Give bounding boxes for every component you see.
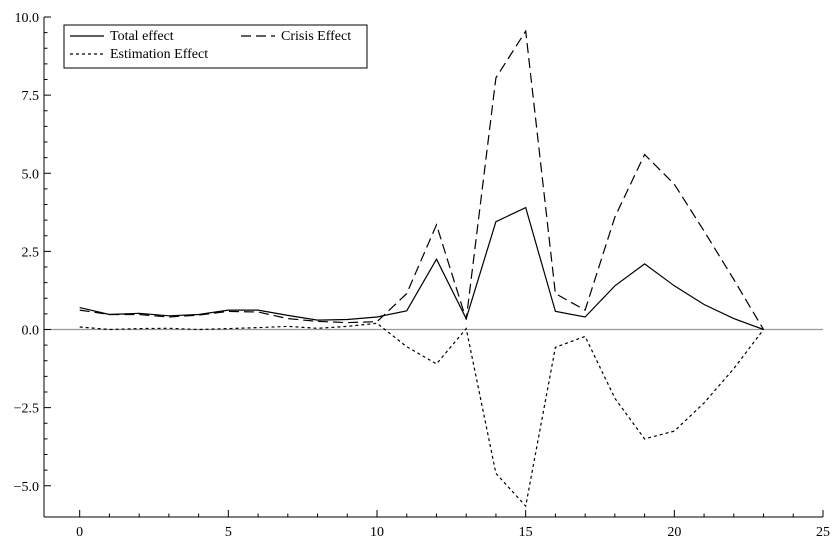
y-tick-label: 0.0 xyxy=(22,324,40,339)
y-tick-label: 5.0 xyxy=(22,167,40,182)
x-tick-label: 0 xyxy=(76,525,83,540)
y-tick-label: −5.0 xyxy=(14,480,39,495)
y-tick-label: 10.0 xyxy=(15,11,40,26)
legend-label-total-effect: Total effect xyxy=(110,29,174,44)
y-tick-label: 2.5 xyxy=(22,245,40,260)
x-tick-label: 20 xyxy=(667,525,681,540)
series-layer xyxy=(79,29,765,508)
x-tick-label: 5 xyxy=(225,525,232,540)
y-tick-label: −2.5 xyxy=(14,402,39,417)
x-tick-label: 15 xyxy=(519,525,533,540)
y-tick-label: 7.5 xyxy=(22,89,40,104)
series-line-total-effect xyxy=(79,206,764,331)
legend-label-crisis-effect: Crisis Effect xyxy=(281,29,351,44)
x-tick-label: 10 xyxy=(370,525,384,540)
x-tick-label: 25 xyxy=(816,525,830,540)
legend-label-estimation-effect: Estimation Effect xyxy=(110,47,208,62)
legend-box xyxy=(63,24,368,69)
series-line-estimation-effect xyxy=(79,322,764,508)
series-line-crisis-effect xyxy=(79,29,765,330)
legend: Total effect Crisis Effect Estimation Effe… xyxy=(63,24,368,69)
axes-layer: 10.0 7.5 5.0 2.5 0.0 −2.5 −5.0 0 5 10 15 20 25 xyxy=(14,11,830,540)
